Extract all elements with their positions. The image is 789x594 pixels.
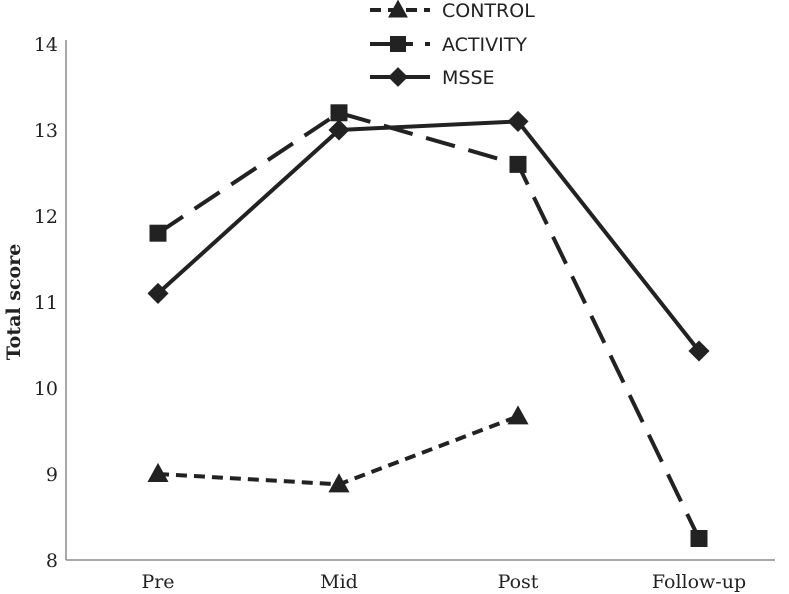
series-msse [147, 110, 710, 362]
legend-label-activity: ACTIVITY [442, 34, 527, 56]
y-axis-title: Total score [3, 244, 25, 361]
series-line-activity [156, 110, 701, 540]
legend-item-activity: ACTIVITY [370, 34, 527, 56]
data-point-control [147, 462, 169, 483]
data-point-activity [330, 104, 348, 122]
data-point-activity [690, 530, 708, 547]
legend-marker-activity [390, 36, 406, 52]
y-tick-label: 9 [46, 464, 58, 486]
data-point-activity [509, 155, 527, 173]
x-tick-labels: Pre Mid Post Follow-up [141, 571, 746, 593]
data-point-activity [149, 224, 167, 242]
series-control [147, 405, 529, 493]
y-tick-label: 14 [34, 34, 58, 56]
legend-marker-msse [388, 67, 408, 87]
y-tick-label: 12 [34, 206, 58, 228]
axes [65, 40, 775, 561]
legend-item-control: CONTROL [370, 0, 535, 22]
data-point-msse [507, 110, 529, 132]
legend-label-msse: MSSE [442, 67, 495, 89]
x-tick-label: Follow-up [652, 571, 746, 593]
y-tick-label: 10 [34, 378, 58, 400]
x-tick-label: Mid [320, 571, 358, 593]
y-tick-label: 13 [34, 120, 58, 142]
legend: CONTROL ACTIVITY MSSE [370, 0, 535, 89]
y-tick-label: 11 [34, 292, 58, 314]
y-tick-labels: 8 9 10 11 12 13 14 [34, 34, 58, 572]
legend-item-msse: MSSE [370, 67, 495, 89]
data-point-msse [688, 340, 710, 362]
legend-marker-control [388, 0, 408, 18]
data-point-control [328, 473, 350, 493]
data-point-msse [328, 119, 350, 141]
series-activity [149, 104, 708, 547]
legend-label-control: CONTROL [442, 0, 535, 22]
series-line-control [157, 414, 519, 487]
x-tick-label: Post [498, 571, 539, 593]
series-layer [147, 104, 710, 547]
y-tick-label: 8 [46, 550, 58, 572]
series-line-msse [156, 119, 701, 353]
x-tick-label: Pre [141, 571, 174, 593]
data-point-msse [147, 282, 169, 304]
data-point-control [507, 405, 529, 425]
